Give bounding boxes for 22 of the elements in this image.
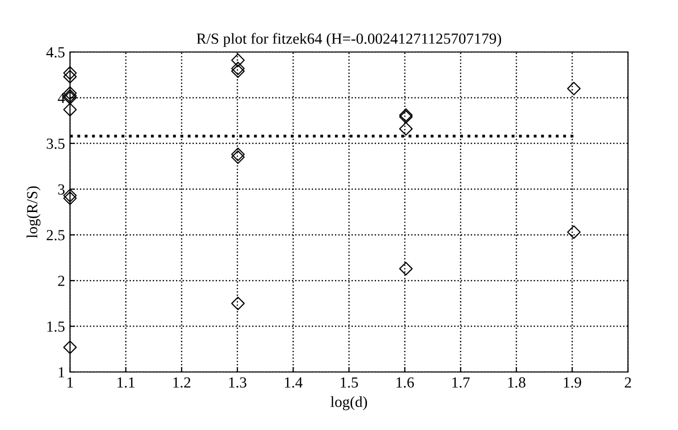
- y-axis-title: log(R/S): [26, 186, 40, 238]
- x-tick-label: 1.8: [508, 377, 526, 388]
- x-tick-label: 1.4: [284, 377, 303, 388]
- x-tick-label: 1.9: [564, 377, 582, 388]
- y-tick-label: 4.5: [46, 47, 65, 58]
- y-tick-label: 2.5: [46, 230, 65, 240]
- y-tick-label: 4: [58, 92, 65, 104]
- y-tick-label: 3: [58, 184, 65, 195]
- x-tick-label: 1.2: [173, 377, 190, 388]
- x-tick-label: 1.7: [452, 377, 470, 388]
- x-axis-title: log(d): [330, 396, 367, 410]
- x-tick-label: 1.6: [396, 377, 414, 388]
- y-tick-label: 2: [58, 276, 64, 286]
- x-tick-label: 1.1: [118, 377, 134, 388]
- chart-title: R/S plot for fitzek64 (H=-0.00241271125707179): [196, 32, 502, 47]
- x-tick-label: 1.5: [340, 377, 358, 388]
- x-tick-label: 2: [624, 377, 631, 388]
- x-tick-label: 1: [68, 377, 73, 388]
- y-tick-label: 1.5: [47, 322, 65, 332]
- y-tick-label: 3.5: [46, 138, 65, 149]
- y-tick-label: 1: [58, 367, 64, 378]
- x-tick-label: 1.3: [229, 377, 246, 388]
